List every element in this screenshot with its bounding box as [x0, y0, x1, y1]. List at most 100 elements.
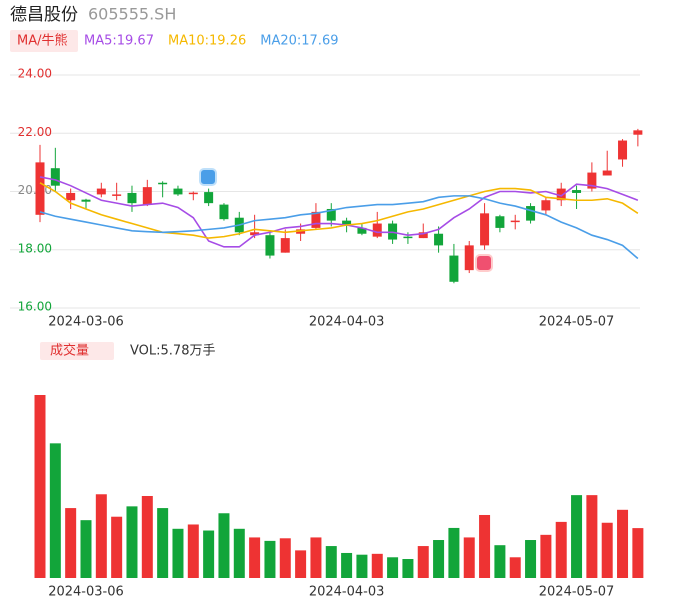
candle-body: [96, 188, 106, 195]
candle-body: [372, 223, 382, 237]
candle-body: [250, 232, 260, 236]
volume-bar: [295, 550, 307, 578]
candle-body: [280, 238, 290, 253]
volume-label: VOL:5.78万手: [130, 344, 215, 359]
volume-bar: [632, 528, 644, 578]
volume-bar: [341, 552, 353, 578]
volume-bar: [141, 495, 153, 578]
x-tick-label: 2024-05-07: [539, 315, 615, 330]
volume-bar: [157, 508, 169, 578]
candle-body: [449, 255, 459, 282]
y-tick-label: 22.00: [18, 125, 52, 139]
volume-bar: [571, 495, 583, 578]
candle-body: [127, 192, 137, 204]
candle-body: [495, 216, 505, 228]
candle-body: [587, 172, 597, 189]
candle-body: [464, 245, 474, 271]
volume-bar: [310, 537, 322, 578]
volume-title[interactable]: 成交量: [50, 343, 89, 359]
volume-bar: [371, 553, 383, 578]
legend-entry: MA5:19.67: [84, 34, 154, 49]
volume-bar: [126, 506, 138, 578]
candle-body: [357, 227, 367, 234]
volume-bar: [111, 516, 123, 578]
volume-bar: [402, 559, 414, 578]
volume-bar: [463, 537, 475, 578]
x-tick-label: 2024-04-03: [309, 585, 385, 600]
volume-bar: [356, 554, 368, 578]
legend-entry: MA20:17.69: [260, 34, 338, 49]
candle-body: [81, 199, 91, 202]
bear-icon: [199, 168, 217, 186]
volume-bar: [417, 546, 429, 578]
candle-body: [112, 194, 122, 196]
legend-title[interactable]: MA/牛熊: [17, 33, 68, 49]
candle-body: [173, 188, 183, 195]
y-tick-label: 24.00: [18, 67, 52, 81]
bull-icon: [475, 254, 493, 272]
volume-bar: [325, 546, 337, 578]
volume-bar: [540, 534, 552, 578]
candle-body: [510, 220, 520, 223]
volume-bar: [233, 528, 245, 578]
candle-body: [219, 204, 229, 220]
candle-body: [66, 192, 76, 201]
x-tick-label: 2024-03-06: [48, 315, 124, 330]
ma-line: [39, 182, 639, 239]
volume-bar: [433, 540, 445, 578]
y-tick-label: 18.00: [18, 241, 52, 255]
stock-name: 德昌股份: [10, 5, 78, 25]
candle-body: [434, 233, 444, 246]
candle-body: [50, 168, 60, 186]
candle-body: [158, 182, 168, 185]
volume-bar: [80, 520, 92, 578]
x-tick-label: 2024-04-03: [309, 315, 385, 330]
volume-bar: [494, 545, 506, 578]
candle-body: [265, 235, 275, 256]
candle-body: [326, 208, 336, 221]
legend-pill[interactable]: [10, 30, 78, 52]
candle-body: [541, 200, 551, 211]
volume-pill[interactable]: [40, 342, 114, 360]
volume-bar: [279, 538, 291, 578]
volume-bar: [555, 521, 567, 578]
candle-body: [204, 192, 214, 204]
y-tick-label: 20.00: [18, 183, 52, 197]
volume-bar: [586, 495, 598, 578]
stock-code: 605555.SH: [88, 5, 176, 24]
volume-bar: [479, 514, 491, 578]
y-tick-label: 16.00: [18, 300, 52, 314]
x-tick-label: 2024-05-07: [539, 585, 615, 600]
candle-body: [633, 130, 643, 135]
candle-body: [311, 211, 321, 228]
volume-bar: [34, 395, 46, 578]
volume-bar: [525, 540, 537, 578]
candle-body: [35, 162, 45, 215]
volume-bar: [601, 522, 613, 578]
volume-bar: [218, 513, 230, 578]
volume-bar: [172, 528, 184, 578]
legend-entry: MA10:19.26: [168, 34, 246, 49]
volume-bar: [95, 494, 107, 578]
candle-body: [556, 188, 566, 201]
candle-body: [526, 206, 536, 221]
volume-bar: [65, 508, 77, 578]
volume-bar: [203, 530, 215, 578]
volume-bar: [264, 540, 276, 578]
candle-body: [418, 232, 428, 239]
volume-bar: [617, 509, 629, 578]
volume-bar: [448, 527, 460, 578]
volume-bar: [387, 557, 399, 578]
candle-body: [480, 213, 490, 246]
candle-body: [572, 190, 582, 193]
candle-body: [188, 192, 198, 195]
candle-body: [618, 140, 628, 160]
volume-bar: [187, 524, 199, 578]
x-tick-label: 2024-03-06: [48, 585, 124, 600]
ma-line: [39, 176, 639, 248]
candle-body: [342, 220, 352, 225]
ma-line: [39, 195, 639, 260]
candle-body: [602, 170, 612, 176]
candle-body: [142, 187, 152, 205]
